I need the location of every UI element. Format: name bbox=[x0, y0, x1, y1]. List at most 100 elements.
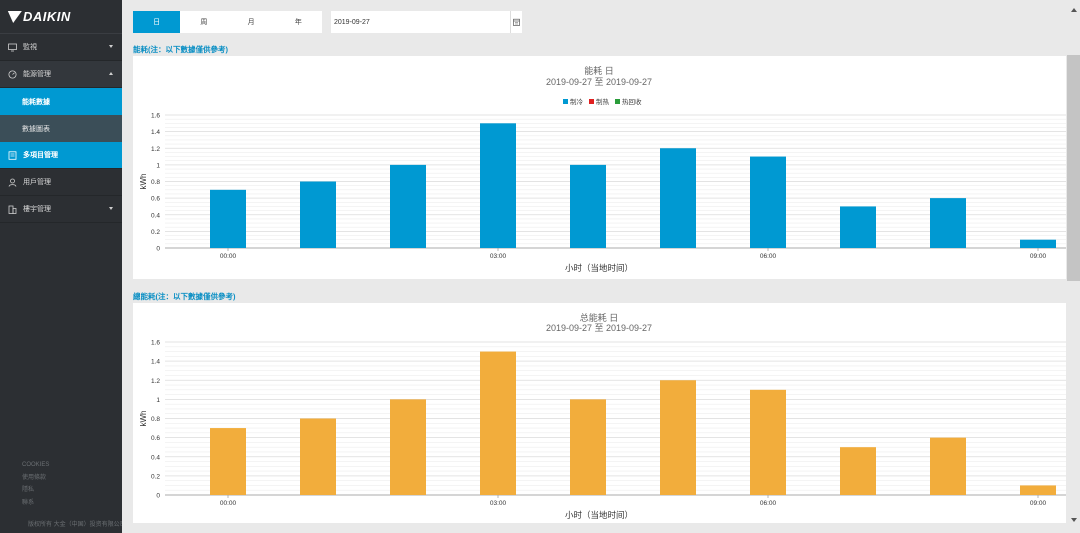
tab-week[interactable]: 周 bbox=[200, 19, 208, 26]
x-tick-label: 09:00 bbox=[1030, 253, 1047, 260]
footer-links: COOKIES 使用條款 隱私 聯系 bbox=[22, 459, 49, 509]
chart-subtitle: 2019-09-27 至 2019-09-27 bbox=[546, 323, 652, 333]
bar bbox=[930, 437, 966, 495]
user-icon bbox=[8, 178, 17, 187]
y-tick-label: 1.4 bbox=[151, 129, 160, 136]
chevron-up-icon bbox=[109, 72, 113, 75]
sidebar-item-label: 數據圖表 bbox=[22, 125, 50, 133]
x-tick-label: 06:00 bbox=[760, 253, 777, 260]
copyright-text: 版权所有 大金（中国）投资有限公司 bbox=[28, 522, 122, 528]
scroll-up-arrow-icon[interactable] bbox=[1071, 8, 1077, 12]
bar bbox=[660, 380, 696, 495]
sidebar-item-label: 能耗數據 bbox=[22, 98, 50, 106]
y-tick-label: 1.6 bbox=[151, 340, 160, 347]
legend-label: 热回收 bbox=[622, 97, 642, 106]
bar bbox=[1020, 485, 1056, 495]
y-tick-label: 0.2 bbox=[151, 229, 160, 236]
scrollbar-thumb[interactable] bbox=[1067, 55, 1080, 281]
x-axis-label: 小时（当地时间） bbox=[565, 263, 633, 273]
chart-title: 能耗 日 bbox=[584, 65, 614, 76]
calendar-icon bbox=[513, 18, 520, 26]
bar bbox=[210, 189, 246, 248]
y-tick-label: 0.4 bbox=[151, 212, 160, 219]
bar bbox=[930, 198, 966, 248]
chart-subtitle: 2019-09-27 至 2019-09-27 bbox=[546, 77, 652, 87]
calendar-button[interactable] bbox=[510, 11, 522, 33]
bar bbox=[1020, 239, 1056, 248]
bar bbox=[570, 164, 606, 248]
bar bbox=[390, 399, 426, 495]
bar bbox=[480, 123, 516, 248]
y-tick-label: 1 bbox=[156, 162, 160, 169]
sidebar-item-label: 樓宇管理 bbox=[23, 206, 51, 213]
legend-swatch bbox=[589, 99, 594, 104]
sidebar: DAIKIN 監視 能源管理 能耗數據 數據圖表 多項目管理 用戶管理 bbox=[0, 0, 122, 533]
x-axis-label: 小时（当地时间） bbox=[565, 510, 633, 520]
bar bbox=[210, 428, 246, 495]
bar bbox=[840, 447, 876, 495]
tab-month[interactable]: 月 bbox=[247, 19, 255, 26]
y-tick-label: 1.4 bbox=[151, 359, 160, 366]
chart-panel-energy: 能耗 日 2019-09-27 至 2019-09-27 制冷 制热 热回收 0 0.2 0.… bbox=[133, 56, 1066, 279]
chevron-down-icon bbox=[109, 207, 113, 210]
bar bbox=[390, 164, 426, 248]
logo[interactable]: DAIKIN bbox=[0, 0, 122, 34]
footer-link-contact[interactable]: 聯系 bbox=[22, 499, 35, 506]
y-tick-label: 1.6 bbox=[151, 113, 160, 120]
tab-year[interactable]: 年 bbox=[294, 19, 302, 26]
legend-swatch bbox=[563, 99, 568, 104]
sidebar-item-buildings[interactable]: 樓宇管理 bbox=[0, 196, 122, 223]
sidebar-item-label: 用戶管理 bbox=[23, 179, 51, 186]
y-axis-label: kWh bbox=[139, 174, 148, 190]
section-title-total-energy: 總能耗(注：以下數據僅供參考) bbox=[133, 292, 236, 301]
x-tick-label: 03:00 bbox=[490, 500, 507, 507]
period-tabs: 日 周 月 年 bbox=[133, 11, 322, 33]
y-tick-label: 1.2 bbox=[151, 146, 160, 153]
y-tick-label: 0.4 bbox=[151, 454, 160, 461]
bar bbox=[300, 181, 336, 248]
energy-icon bbox=[8, 70, 17, 79]
legend-label: 制冷 bbox=[570, 97, 584, 106]
y-tick-label: 0 bbox=[156, 493, 160, 500]
x-tick-label: 09:00 bbox=[1030, 500, 1047, 507]
sidebar-item-label: 能源管理 bbox=[23, 71, 51, 78]
sidebar-item-monitor[interactable]: 監視 bbox=[0, 34, 122, 61]
bar bbox=[750, 156, 786, 248]
chevron-down-icon bbox=[109, 45, 113, 48]
x-tick-label: 00:00 bbox=[220, 253, 237, 260]
bar bbox=[300, 418, 336, 495]
footer-link-privacy[interactable]: 隱私 bbox=[22, 487, 35, 493]
x-tick-label: 00:00 bbox=[220, 500, 237, 507]
date-input[interactable] bbox=[331, 11, 510, 33]
legend-swatch bbox=[615, 99, 620, 104]
y-tick-label: 1 bbox=[156, 397, 160, 404]
project-icon bbox=[8, 150, 17, 160]
y-tick-label: 0.6 bbox=[151, 435, 160, 442]
footer-link-terms[interactable]: 使用條款 bbox=[22, 474, 47, 481]
tab-day[interactable]: 日 bbox=[133, 11, 181, 33]
y-tick-label: 0.6 bbox=[151, 196, 160, 203]
sidebar-item-label: 監視 bbox=[23, 44, 37, 51]
y-tick-label: 0.2 bbox=[151, 473, 160, 480]
scroll-down-arrow-icon[interactable] bbox=[1071, 518, 1077, 522]
daikin-logo-icon bbox=[6, 10, 22, 23]
sidebar-item-multi-project[interactable]: 多項目管理 bbox=[0, 142, 122, 169]
sidebar-item-energy[interactable]: 能源管理 bbox=[0, 61, 122, 88]
legend-label: 制热 bbox=[596, 97, 610, 106]
sidebar-item-label: 多項目管理 bbox=[23, 152, 58, 159]
bar bbox=[480, 351, 516, 495]
chart-panel-total-energy: 总能耗 日 2019-09-27 至 2019-09-27 0 0.2 0.4 0.6 0.… bbox=[133, 303, 1066, 523]
bar bbox=[750, 389, 786, 495]
y-tick-label: 0.8 bbox=[151, 179, 160, 186]
sidebar-item-users[interactable]: 用戶管理 bbox=[0, 169, 122, 196]
footer-link-cookies[interactable]: COOKIES bbox=[22, 462, 50, 468]
y-tick-label: 0.8 bbox=[151, 416, 160, 423]
y-tick-label: 0 bbox=[156, 246, 160, 253]
x-tick-label: 03:00 bbox=[490, 253, 507, 260]
sidebar-subitem-data-charts[interactable]: 數據圖表 bbox=[0, 115, 122, 142]
bar bbox=[570, 399, 606, 495]
sidebar-subitem-energy-data[interactable]: 能耗數據 bbox=[0, 88, 122, 115]
building-icon bbox=[8, 205, 17, 214]
